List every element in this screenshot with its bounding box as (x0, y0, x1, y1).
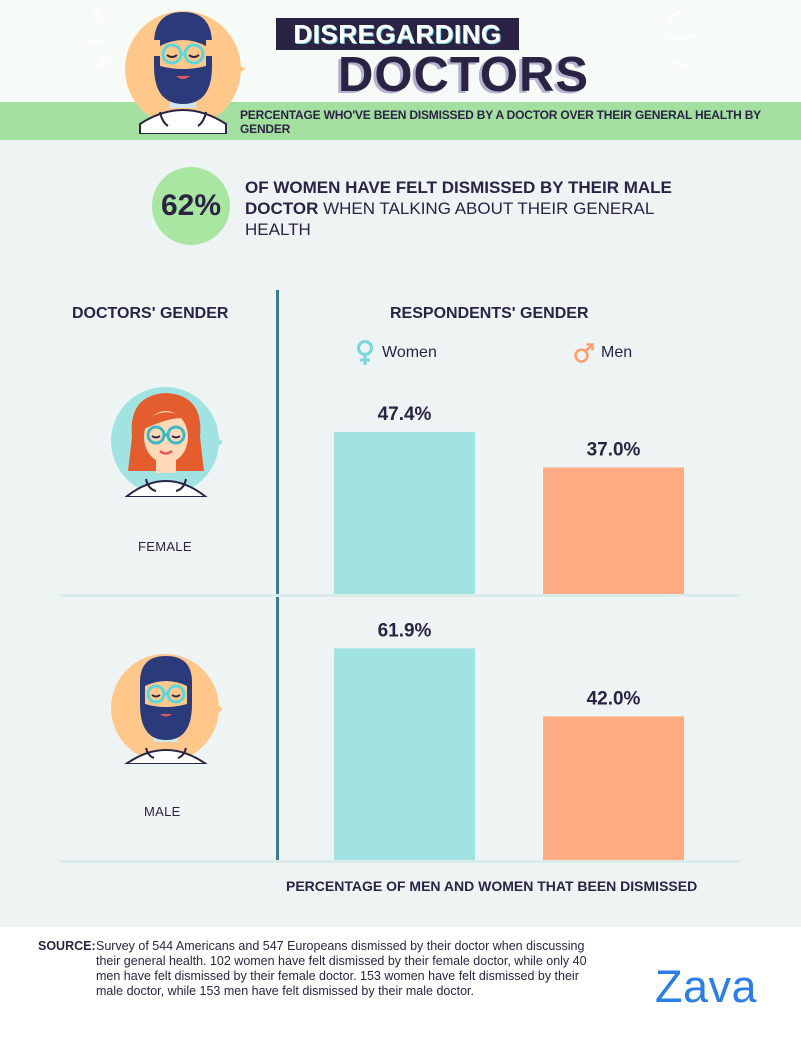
highlight-text: OF WOMEN HAVE FELT DISMISSED BY THEIR MA… (245, 177, 685, 240)
female-doctor-label: FEMALE (138, 539, 192, 554)
legend-women: Women (354, 340, 437, 366)
respondents-gender-header: RESPONDENTS' GENDER (390, 305, 589, 322)
female-doctor-icon (111, 387, 222, 497)
x-axis-title: PERCENTAGE OF MEN AND WOMEN THAT BEEN DI… (286, 878, 698, 894)
brand-logo: Zava (655, 961, 758, 1012)
title-box: DISREGARDING (276, 18, 519, 50)
legend-men: Men (573, 340, 632, 366)
column-divider (276, 290, 279, 860)
highlight-value: 62% (160, 189, 222, 222)
doctors-gender-header: DOCTORS' GENDER (72, 305, 229, 322)
main-panel (0, 140, 801, 927)
row-divider (60, 594, 740, 597)
source-label: SOURCE: (38, 939, 96, 953)
female-symbol-icon (357, 340, 373, 365)
subtitle: Percentage who've been dismissed by a do… (240, 108, 761, 136)
title-line-2: DOCTORS (338, 48, 590, 102)
chart-baseline (60, 860, 740, 863)
male-doctor-label: MALE (144, 804, 181, 819)
title-line-1: DISREGARDING (293, 18, 502, 49)
legend-men-label: Men (601, 344, 633, 361)
male-doctor-avatar-icon (111, 654, 222, 764)
header-band (0, 102, 801, 140)
legend-women-label: Women (382, 344, 437, 361)
highlight-text-bold: OF WOMEN HAVE FELT DISMISSED BY THEIR MA… (245, 178, 672, 218)
highlight-circle: 62% (152, 167, 230, 245)
male-doctor-icon (125, 11, 246, 134)
highlight-text-regular: WHEN TALKING ABOUT THEIR GENERAL HEALTH (245, 199, 654, 239)
sparkle-decoration-icon (88, 10, 696, 68)
source-text: Survey of 544 Americans and 547 European… (96, 939, 587, 998)
male-symbol-icon (574, 343, 594, 363)
